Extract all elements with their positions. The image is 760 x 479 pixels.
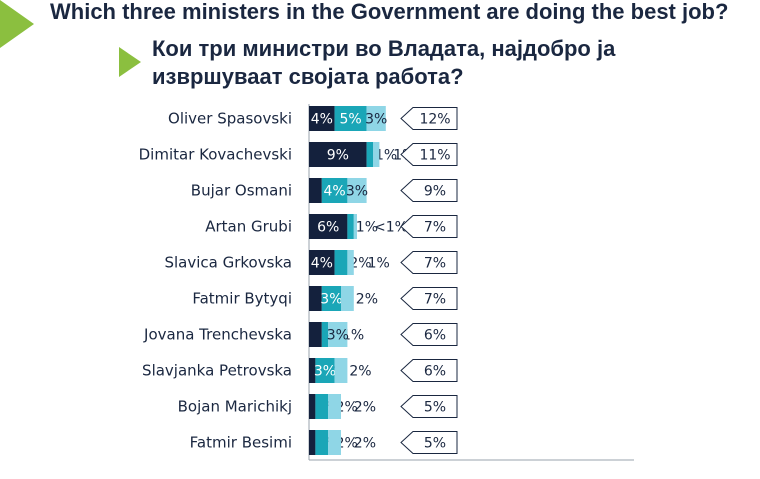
- bar-segment-2: [321, 178, 348, 203]
- bar-segment-2: [334, 106, 367, 131]
- bar-segment-1: [309, 214, 348, 239]
- data-label: 4%: [323, 184, 345, 200]
- total-callout: [400, 251, 458, 274]
- bar-segment-2: [315, 358, 335, 383]
- category-label: Jovana Trenchevska: [143, 326, 292, 344]
- bar-segment-3: [353, 214, 357, 239]
- data-label: 1%: [356, 220, 378, 236]
- data-label: 3%: [346, 184, 368, 200]
- total-label: 5%: [424, 400, 446, 416]
- bar-segment-1: [309, 142, 367, 167]
- total-label: 6%: [424, 364, 446, 380]
- bar-segment-1: [309, 286, 322, 311]
- category-label: Bujar Osmani: [191, 182, 292, 200]
- bar-segment-3: [347, 178, 367, 203]
- data-label: 2%: [354, 400, 376, 416]
- data-label: 2%: [349, 256, 371, 272]
- category-label: Slavjanka Petrovska: [142, 362, 292, 380]
- data-label: 2%: [336, 436, 358, 452]
- total-callout: [400, 323, 458, 346]
- bar-segment-3: [328, 394, 341, 419]
- data-label: 2%: [349, 364, 371, 380]
- bar-segment-1: [309, 358, 316, 383]
- total-callout: [400, 431, 458, 454]
- total-label: 7%: [424, 292, 446, 308]
- bar-segment-3: [373, 142, 380, 167]
- bar-segment-1: [309, 394, 316, 419]
- bar-segment-2: [315, 394, 329, 419]
- data-label: 2%: [356, 292, 378, 308]
- arrow-accent-icon: [0, 0, 34, 48]
- data-label: 3%: [327, 328, 349, 344]
- bar-segment-1: [309, 430, 316, 455]
- total-callout: [400, 107, 458, 130]
- total-callout: [400, 359, 458, 382]
- bar-segment-2: [315, 430, 329, 455]
- bar-segment-3: [366, 106, 386, 131]
- bar-segment-2: [366, 142, 373, 167]
- data-label: 2%: [354, 436, 376, 452]
- category-label: Bojan Marichikj: [178, 398, 292, 416]
- data-label: 4%: [311, 112, 333, 128]
- total-callout: [400, 287, 458, 310]
- total-label: 12%: [419, 112, 450, 128]
- chart-title-macedonian: Кои три министри во Владата, најдобро ја…: [152, 36, 616, 89]
- bar-segment-3: [347, 250, 354, 275]
- data-label: <1%: [374, 220, 408, 236]
- bar-segment-3: [328, 322, 348, 347]
- bar-segment-3: [341, 286, 354, 311]
- data-label: 1%: [368, 256, 390, 272]
- chart-title-english: Which three ministers in the Government …: [50, 0, 729, 24]
- total-label: 5%: [424, 436, 446, 452]
- bar-segment-3: [334, 358, 348, 383]
- total-label: 9%: [424, 184, 446, 200]
- data-label: 3%: [314, 364, 336, 380]
- data-label: 3%: [320, 292, 342, 308]
- total-callout: [400, 143, 458, 166]
- bar-segment-1: [309, 250, 335, 275]
- data-label: 2%: [336, 400, 358, 416]
- category-label: Fatmir Bytyqi: [192, 290, 292, 308]
- total-label: 11%: [419, 148, 450, 164]
- data-label: 9%: [327, 148, 349, 164]
- category-label: Oliver Spasovski: [168, 110, 292, 128]
- category-label: Artan Grubi: [205, 218, 292, 236]
- bar-segment-2: [321, 322, 329, 347]
- bar-segment-1: [309, 106, 335, 131]
- bar-segment-2: [347, 214, 354, 239]
- total-callout: [400, 179, 458, 202]
- data-label: 5%: [339, 112, 361, 128]
- bar-segment-1: [309, 322, 322, 347]
- bar-segment-2: [334, 250, 348, 275]
- category-label: Fatmir Besimi: [190, 434, 292, 452]
- total-label: 6%: [424, 328, 446, 344]
- bar-segment-3: [328, 430, 341, 455]
- bar-segment-2: [321, 286, 341, 311]
- bar-segment-1: [309, 178, 322, 203]
- total-label: 7%: [424, 220, 446, 236]
- category-label: Dimitar Kovachevski: [139, 146, 292, 164]
- category-label: Slavica Grkovska: [164, 254, 292, 272]
- data-label: 6%: [317, 220, 339, 236]
- total-callout: [400, 215, 458, 238]
- data-label: 1%: [375, 148, 397, 164]
- total-label: 7%: [424, 256, 446, 272]
- total-callout: [400, 395, 458, 418]
- arrow-accent-icon: [119, 47, 141, 77]
- data-label: 1%: [342, 328, 364, 344]
- data-label: 4%: [311, 256, 333, 272]
- data-label: 3%: [365, 112, 387, 128]
